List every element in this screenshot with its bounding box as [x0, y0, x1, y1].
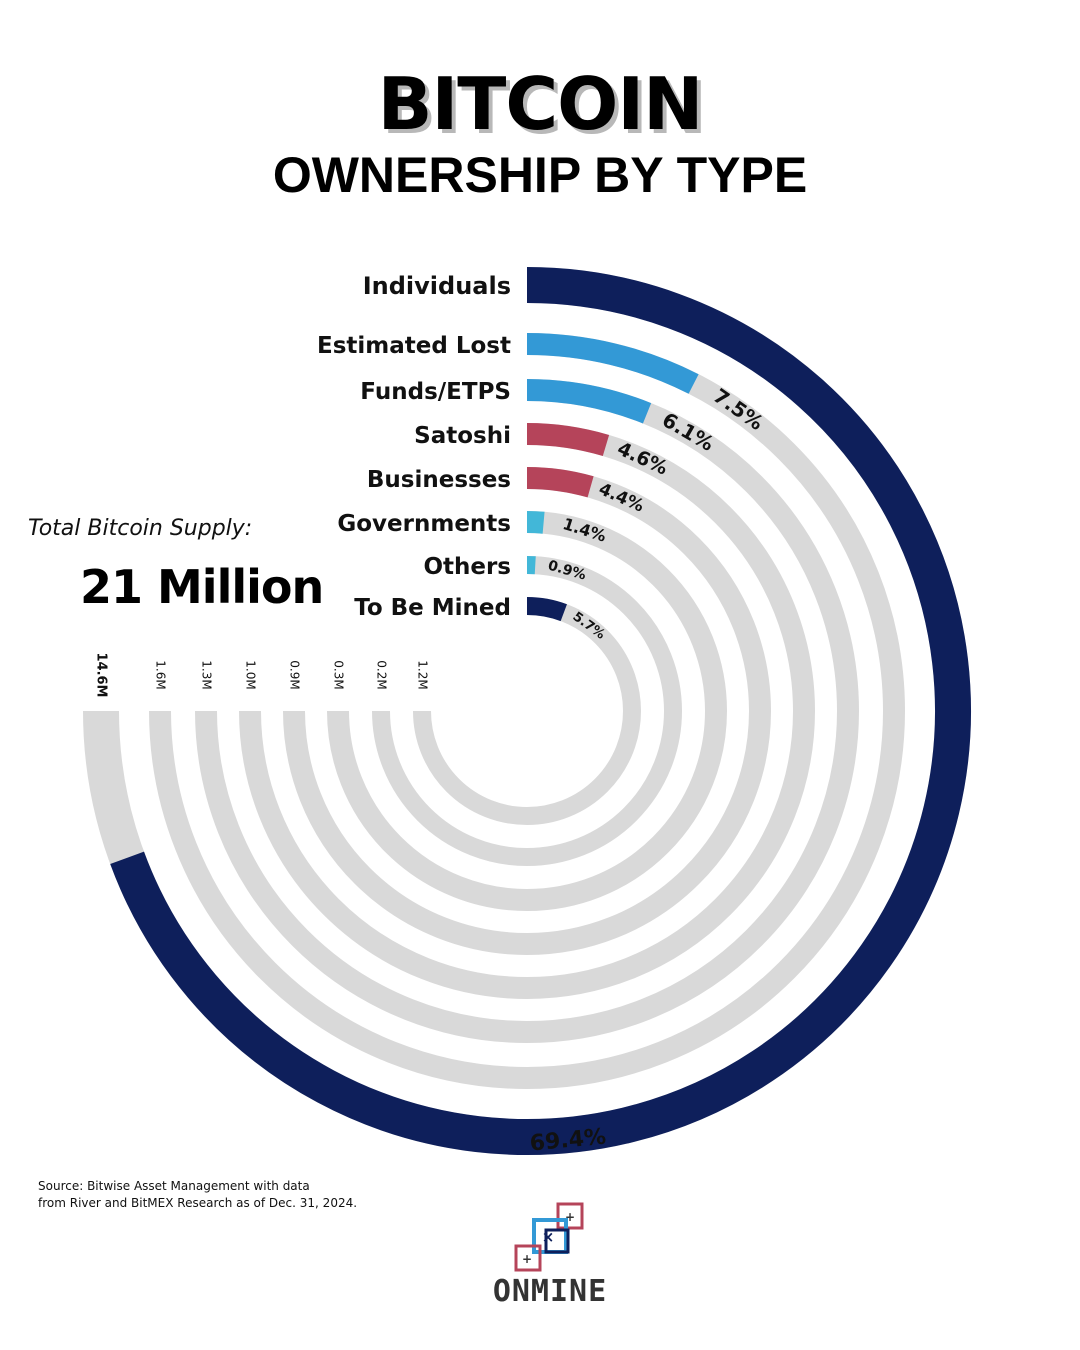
- ring-bar-funds-etps: [526, 379, 652, 424]
- percent-label: 4.4%: [596, 479, 647, 516]
- page-title: BITCOIN: [377, 62, 704, 146]
- percent-label: 7.5%: [709, 383, 768, 434]
- brand-name: ONMINE: [492, 1274, 608, 1309]
- category-label: Governments: [337, 511, 511, 537]
- amount-tick-label: 1.6M: [154, 660, 168, 689]
- ring-bar-satoshi: [526, 423, 610, 457]
- amount-tick-label: 1.2M: [416, 660, 430, 689]
- svg-text:+: +: [522, 1252, 532, 1266]
- ring-track: [195, 379, 859, 1043]
- ring-bar-estimated-lost: [526, 333, 699, 394]
- page-subtitle: OWNERSHIP BY TYPE: [272, 147, 808, 203]
- category-label: Others: [423, 554, 511, 580]
- amount-tick-label: 1.3M: [200, 660, 214, 689]
- category-label: Estimated Lost: [317, 333, 511, 359]
- percent-label: 4.6%: [614, 438, 671, 480]
- ring-bar-individuals: [110, 267, 971, 1155]
- category-label: Businesses: [367, 467, 511, 493]
- ring-bar-governments: [526, 511, 545, 534]
- ring-bar-businesses: [526, 467, 594, 498]
- source-line-2: from River and BitMEX Research as of Dec…: [38, 1196, 358, 1210]
- overlapping-squares-logo-icon: + × +: [490, 1198, 610, 1314]
- category-label: Funds/ETPS: [360, 379, 511, 405]
- category-label: Satoshi: [414, 423, 511, 449]
- category-label: Individuals: [363, 272, 511, 300]
- source-note: Source: Bitwise Asset Management with da…: [38, 1178, 398, 1212]
- ring-track: [283, 467, 771, 955]
- total-supply-value: 21 Million: [80, 560, 324, 614]
- ring-track: [413, 597, 641, 825]
- amount-tick-label: 0.3M: [332, 660, 346, 689]
- ring-track: [327, 511, 727, 911]
- category-label: To Be Mined: [354, 595, 511, 621]
- ring-track: [149, 333, 905, 1089]
- svg-text:+: +: [565, 1210, 575, 1224]
- ring-track: [239, 423, 815, 999]
- amount-tick-label: 1.0M: [244, 660, 258, 689]
- amount-tick-label: 14.6M: [94, 652, 109, 697]
- percent-label: 6.1%: [658, 407, 718, 456]
- ring-track: [372, 556, 682, 866]
- amount-tick-label: 0.2M: [375, 660, 389, 689]
- total-supply-label: Total Bitcoin Supply:: [28, 516, 253, 541]
- amount-tick-label: 0.9M: [288, 660, 302, 689]
- source-line-1: Source: Bitwise Asset Management with da…: [38, 1179, 310, 1193]
- ring-bar-to-be-mined: [526, 597, 567, 622]
